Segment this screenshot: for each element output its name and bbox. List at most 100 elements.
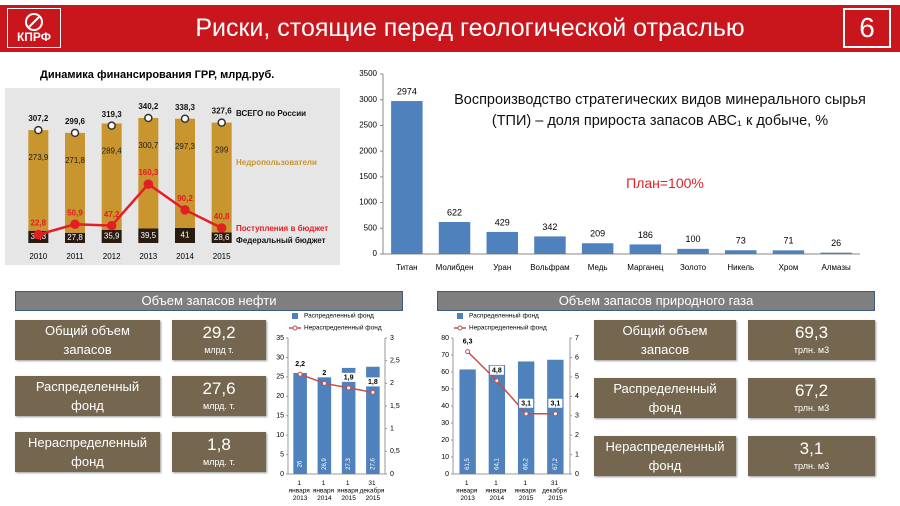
data-label: 67,2 — [553, 458, 559, 470]
label-background — [519, 398, 534, 408]
y-tick-label: 2000 — [359, 146, 377, 155]
value: 29,2 — [202, 323, 236, 342]
logo: КПРФ — [7, 8, 61, 48]
marker — [106, 220, 117, 231]
x-tick-label: Медь — [588, 263, 608, 272]
marker — [216, 223, 227, 233]
label-background — [293, 359, 308, 369]
data-label: 297,3 — [175, 142, 196, 151]
bar-segment — [101, 229, 122, 243]
box-value: 69,3 трлн. м3 — [748, 320, 875, 360]
x-tick-label: Никель — [727, 263, 754, 272]
data-label: 90,2 — [177, 194, 193, 203]
x-tick-label: 1 января 2014 — [485, 480, 508, 502]
data-label: 35,9 — [104, 232, 120, 241]
legend-label: Распределенный фонд — [469, 312, 539, 320]
x-tick-label: 1 января 2014 — [313, 480, 336, 502]
marker — [523, 411, 529, 417]
data-label: 64,1 — [494, 458, 500, 470]
legend-label: Поступления в бюджет — [236, 224, 328, 233]
y2-tick-label: 0,5 — [390, 448, 400, 455]
chart-title: Динамика финансирования ГРР, млрд.руб. — [40, 69, 274, 81]
box-label: Распределенный фонд — [15, 376, 160, 416]
y-tick-label: 5 — [280, 451, 284, 458]
line — [37, 182, 223, 236]
y2-tick-label: 1,5 — [390, 403, 400, 410]
data-label: 26 — [298, 460, 304, 467]
marker — [70, 219, 80, 230]
legend-swatch — [292, 313, 298, 319]
value: 27,6 — [202, 379, 236, 398]
bar — [772, 250, 805, 254]
value: 67,2 — [794, 381, 829, 400]
data-label: 289,4 — [102, 147, 123, 156]
legend-swatch — [292, 325, 298, 331]
y2-tick-label: 4 — [575, 393, 579, 400]
data-label: 100 — [686, 234, 701, 244]
x-tick-label: Алмазы — [822, 263, 852, 272]
y-tick-label: 2500 — [359, 121, 377, 130]
y-tick-label: 70 — [441, 352, 449, 359]
marker — [321, 380, 327, 386]
box-label: Общий объем запасов — [15, 320, 160, 360]
unit: млрд. т. — [202, 457, 236, 467]
marker — [143, 179, 154, 189]
data-label: 40,8 — [214, 212, 230, 221]
box-value: 3,1 трлн. м3 — [748, 436, 875, 476]
value: 69,3 — [794, 323, 829, 342]
y-tick-label: 500 — [364, 223, 378, 232]
legend-swatch — [457, 325, 463, 331]
bar — [488, 365, 506, 474]
y-tick-label: 20 — [276, 393, 284, 400]
unit: трлн. м3 — [793, 461, 830, 471]
legend-label: Нераспределенный фонд — [304, 324, 382, 332]
marker — [70, 128, 80, 138]
y2-tick-label: 2 — [575, 432, 579, 439]
bar — [486, 231, 518, 254]
page-number: 6 — [843, 8, 891, 48]
x-tick-label: Золото — [680, 263, 707, 272]
bar-segment — [28, 130, 49, 231]
data-label: 22,8 — [31, 219, 47, 228]
bar — [820, 252, 852, 254]
y-tick-label: 40 — [441, 403, 449, 410]
y-tick-label: 30 — [441, 420, 449, 427]
data-label: 26,9 — [322, 458, 328, 470]
y2-tick-label: 1 — [575, 451, 579, 458]
bar-segment — [101, 123, 122, 230]
slide-title: Риски, стоящие перед геологической отрас… — [195, 14, 745, 42]
data-label: 300,7 — [138, 141, 159, 150]
y-tick-label: 15 — [276, 413, 284, 420]
data-label: 26 — [831, 238, 841, 248]
bar — [725, 250, 757, 254]
x-tick-label: 1 января 2013 — [456, 480, 479, 502]
bar — [438, 222, 471, 254]
legend-label: Распределенный фонд — [304, 312, 374, 320]
x-tick-label: Марганец — [627, 263, 664, 272]
data-label: 160,3 — [138, 168, 159, 177]
legend-label: Нераспределенный фонд — [469, 324, 547, 332]
y-tick-label: 0 — [445, 471, 449, 478]
x-tick-label: 2013 — [139, 252, 157, 261]
bar — [534, 236, 566, 254]
data-label: 39,5 — [141, 231, 157, 240]
marker — [346, 385, 352, 391]
unit: трлн. м3 — [793, 345, 830, 355]
y-tick-label: 10 — [441, 454, 449, 461]
x-tick-label: 2014 — [176, 252, 194, 261]
bar-segment — [211, 232, 232, 243]
value: 3,1 — [799, 439, 824, 458]
box-value: 27,6 млрд. т. — [172, 376, 266, 416]
data-label: 299,6 — [65, 117, 86, 126]
y-tick-label: 30 — [276, 354, 284, 361]
marker — [180, 114, 190, 123]
x-tick-label: 2010 — [29, 252, 47, 261]
data-label: 2974 — [397, 86, 417, 96]
box-value: 67,2 трлн. м3 — [748, 378, 875, 418]
x-tick-label: Вольфрам — [530, 263, 569, 272]
box-value: 1,8 млрд. т. — [172, 432, 266, 472]
y-tick-label: 50 — [441, 386, 449, 393]
x-tick-label: 31 декабря 2015 — [542, 480, 569, 502]
bar-segment — [175, 118, 195, 228]
